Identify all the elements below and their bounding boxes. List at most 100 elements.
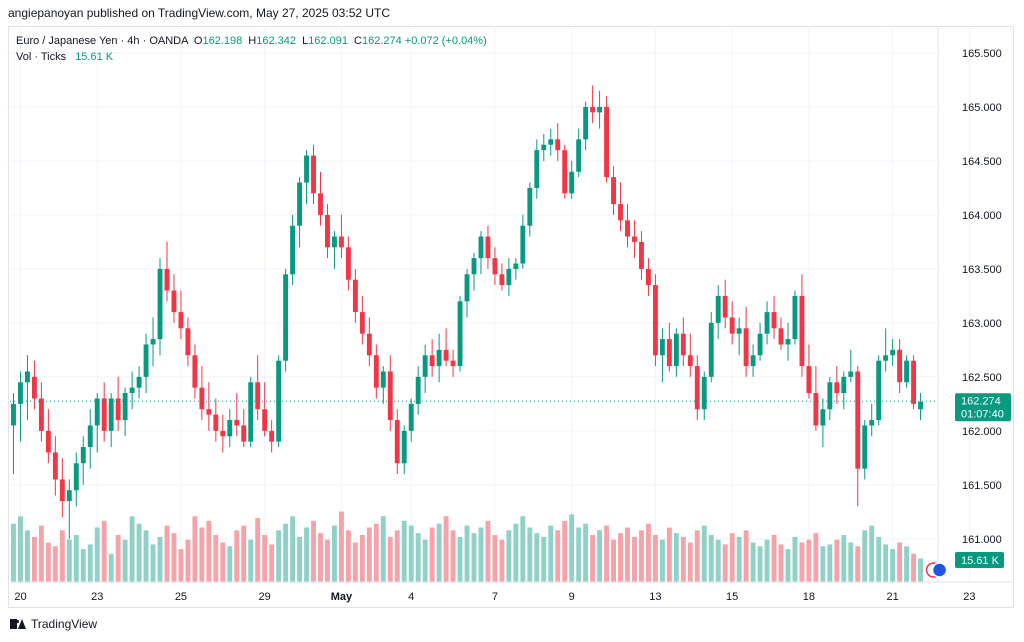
volume-bar: [38, 525, 44, 582]
volume-bars: [11, 511, 923, 582]
ohlc-row: Euro / Japanese Yen · 4h · OANDA O162.19…: [16, 33, 487, 49]
candle: [38, 382, 44, 442]
candle-body: [750, 355, 756, 367]
candle-body: [227, 420, 233, 437]
candle-body: [701, 376, 707, 410]
candle: [694, 355, 700, 421]
volume-bar: [136, 523, 142, 582]
price-axis[interactable]: 165.500 165.000 164.500 164.000 163.500 163.0…: [937, 26, 1002, 582]
candle-body: [464, 274, 470, 302]
candle: [422, 344, 428, 394]
candle-body: [778, 328, 784, 345]
candle-body: [213, 414, 219, 431]
candle: [548, 128, 554, 156]
volume-bar: [799, 542, 805, 582]
volume-bar: [883, 544, 889, 582]
volume-bar: [645, 523, 651, 582]
volume-bar: [220, 542, 226, 582]
candle-body: [848, 371, 854, 377]
candle-body: [318, 193, 323, 215]
candle: [492, 247, 498, 286]
volume-bar: [471, 533, 477, 582]
volume-bar: [876, 536, 882, 582]
candle: [66, 479, 72, 539]
candle: [220, 414, 226, 453]
symbol-title[interactable]: Euro / Japanese Yen · 4h · OANDA: [16, 35, 188, 47]
high-label: H: [248, 35, 257, 47]
time-axis-tick-label: 23: [91, 591, 103, 603]
candle-body: [255, 382, 261, 410]
volume-value: 15.61 K: [75, 51, 114, 63]
volume-bar: [527, 527, 533, 582]
candle: [290, 214, 296, 286]
volume-bar: [394, 530, 400, 582]
volume-row: Vol · Ticks 15.61 K: [16, 49, 487, 65]
volume-bar: [443, 516, 449, 582]
candle-body: [785, 339, 791, 345]
volume-bar: [25, 530, 30, 582]
volume-bar: [80, 549, 86, 582]
volume-label[interactable]: Vol · Ticks: [16, 51, 67, 63]
candle: [848, 349, 854, 383]
volume-bar: [94, 527, 100, 582]
candle: [31, 360, 37, 410]
volume-bar: [862, 530, 868, 582]
volume-bar: [45, 542, 51, 582]
volume-bar: [904, 546, 910, 582]
volume-bar: [101, 520, 107, 582]
candle-body: [757, 333, 763, 356]
candle-body: [499, 274, 505, 286]
time-axis[interactable]: 20232529May479131518212327: [10, 581, 1024, 603]
volume-bar: [185, 539, 191, 582]
volume-bar: [918, 558, 923, 582]
candle-body: [471, 258, 477, 275]
volume-bar: [590, 535, 596, 582]
volume-bar: [276, 530, 282, 582]
candle: [234, 393, 240, 437]
candle: [883, 328, 889, 372]
candle-body: [38, 398, 44, 431]
volume-bar: [359, 535, 365, 582]
volume-bar: [380, 516, 386, 582]
volume-bar: [562, 520, 568, 582]
candle: [701, 371, 707, 421]
candle-body: [485, 236, 491, 259]
candle-body: [66, 490, 72, 502]
candle-body: [122, 393, 128, 421]
candle-body: [548, 139, 554, 145]
volume-bar: [722, 544, 728, 582]
candle: [87, 409, 93, 469]
candle-body: [611, 177, 616, 205]
candle-body: [408, 403, 414, 431]
candle: [94, 393, 100, 453]
candle-body: [666, 339, 672, 367]
volume-bar: [304, 527, 309, 582]
volume-bar: [157, 536, 163, 582]
volume-bar: [785, 549, 791, 582]
candle-body: [206, 409, 212, 415]
volume-bar: [618, 533, 623, 582]
time-axis-tick-label: 13: [649, 591, 661, 603]
candle: [813, 366, 819, 431]
last-price-tag: [955, 393, 1011, 422]
candle-body: [422, 355, 428, 377]
candle-body: [52, 452, 58, 480]
volume-bar: [318, 533, 323, 582]
candle: [338, 214, 344, 259]
candle: [583, 101, 589, 151]
time-axis-tick-label: May: [331, 591, 353, 603]
candle: [625, 204, 630, 248]
volume-bar: [171, 533, 177, 582]
candle: [722, 279, 728, 329]
price-axis-tick-label: 163.000: [962, 318, 1002, 330]
candle-body: [178, 312, 184, 329]
candle: [248, 376, 254, 448]
candle-body: [108, 398, 114, 431]
candle: [478, 231, 484, 275]
volume-bar: [115, 535, 121, 582]
candle: [792, 290, 798, 345]
candle: [673, 328, 679, 377]
volume-bar: [66, 539, 72, 582]
candle: [611, 166, 616, 215]
